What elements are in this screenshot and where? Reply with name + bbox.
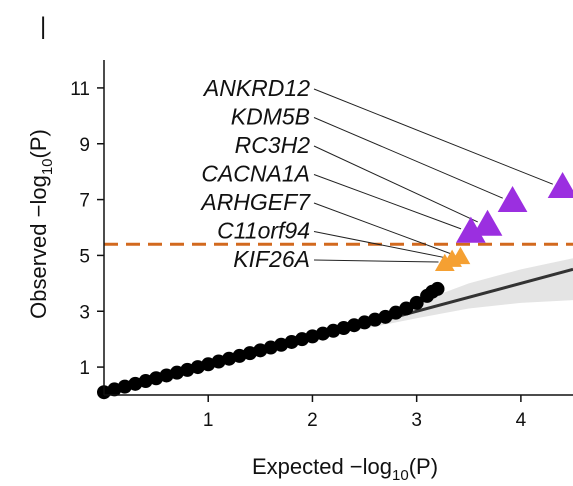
y-tick-label: 7 [79, 191, 90, 212]
gene-label: ANKRD12 [202, 75, 310, 101]
gene-connector [313, 174, 462, 230]
y-tick-label: 1 [79, 358, 90, 379]
gene-label: CACNA1A [201, 161, 310, 187]
null-point [430, 281, 445, 296]
gene-label: KIF26A [233, 246, 310, 272]
gene-marker [497, 185, 528, 212]
null-point [409, 295, 424, 310]
x-tick-label: 4 [516, 410, 527, 431]
gene-connector [313, 231, 446, 259]
gene-markers [434, 172, 573, 272]
gene-connector [313, 88, 553, 185]
gene-label: KDM5B [231, 104, 310, 130]
y-tick-label: 9 [79, 135, 90, 156]
y-tick-label: 5 [79, 246, 90, 267]
gene-connector [313, 145, 478, 223]
gene-connector [313, 117, 503, 199]
gene-connector [313, 259, 439, 263]
x-tick-label: 1 [203, 410, 214, 431]
gene-marker [547, 172, 573, 199]
y-tick-label: 11 [70, 79, 90, 100]
y-tick-label: 3 [79, 302, 90, 323]
panel-letter: | [40, 13, 46, 40]
gene-marker [456, 216, 486, 243]
y-axis-title: Observed −log10(P) [26, 129, 56, 319]
label-connectors [313, 88, 553, 263]
null-points-layer [97, 281, 445, 400]
x-tick-label: 2 [307, 410, 318, 431]
gene-label: ARHGEF7 [199, 189, 311, 215]
gene-marker [434, 253, 455, 272]
x-axis-title: Expected −log10(P) [252, 454, 438, 484]
gene-connector [313, 202, 455, 256]
axes: 1 2 3 4 1 3 5 7 9 11 [70, 60, 573, 431]
gene-label: C11orf94 [217, 218, 310, 244]
gene-marker [472, 209, 503, 236]
x-tick-label: 3 [411, 410, 422, 431]
null-point [399, 301, 414, 316]
gene-label: RC3H2 [235, 132, 311, 158]
